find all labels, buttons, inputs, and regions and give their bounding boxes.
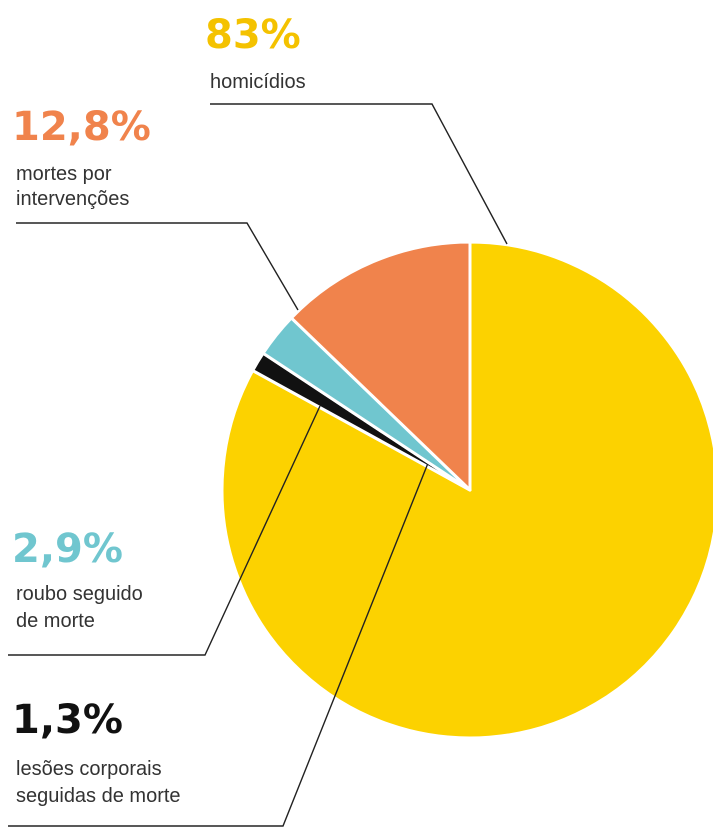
value-label-lesoes-corporais: 1,3% xyxy=(12,697,123,743)
value-label-homicidios: 83% xyxy=(205,12,301,58)
leader-line-roubo-seguido-de-morte xyxy=(8,405,321,656)
category-label-lesoes-line1: lesões corporais xyxy=(16,758,162,780)
leader-line-homicidios xyxy=(210,103,508,245)
leader-lines xyxy=(8,103,508,827)
label-homicidios: 83% homicídios xyxy=(205,12,306,93)
category-label-roubo-line1: roubo seguido xyxy=(16,583,143,605)
leader-line-lesoes-corporais xyxy=(8,464,429,827)
category-label-mortes-intervencoes-line2: intervenções xyxy=(16,188,129,210)
value-label-mortes-intervencoes: 12,8% xyxy=(12,104,151,150)
category-label-mortes-intervencoes-line1: mortes por xyxy=(16,163,112,185)
label-lesoes-corporais: 1,3% lesões corporais seguidas de morte xyxy=(12,697,181,807)
category-label-homicidios: homicídios xyxy=(210,71,306,93)
slice-mortes-intervencoes xyxy=(289,240,472,492)
value-label-roubo-seguido-de-morte: 2,9% xyxy=(12,526,123,572)
pie-slices xyxy=(220,240,713,740)
label-mortes-intervencoes: 12,8% mortes por intervenções xyxy=(12,104,151,210)
label-roubo-seguido-de-morte: 2,9% roubo seguido de morte xyxy=(12,526,143,632)
category-label-lesoes-line2: seguidas de morte xyxy=(16,785,181,807)
leader-line-mortes-intervencoes xyxy=(16,222,299,311)
category-label-roubo-line2: de morte xyxy=(16,610,95,632)
